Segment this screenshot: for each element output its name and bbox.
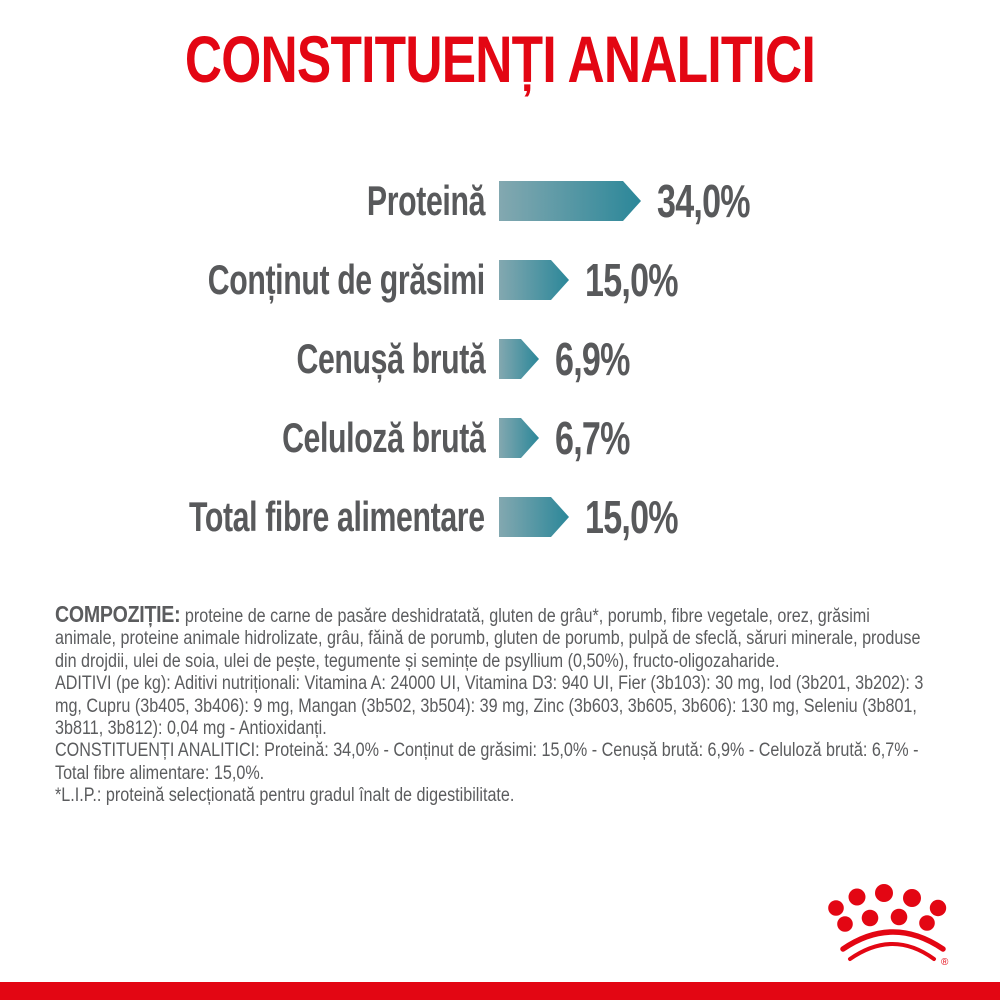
lip-note: *L.I.P.: proteină selecționată pentru gr… xyxy=(55,785,515,807)
royal-canin-crown-logo: ® xyxy=(828,884,949,968)
chart-value-text: 6,7% xyxy=(555,411,630,464)
chart-row: Conținut de grăsimi 15,0% xyxy=(0,240,1000,319)
bar-arrow xyxy=(499,180,641,221)
chart-category-label-text: Cenușă brută xyxy=(296,334,485,382)
bar-arrow xyxy=(499,259,569,300)
composition-text: proteine de carne de pasăre deshidratată… xyxy=(55,606,921,672)
chart-category-label: Proteină xyxy=(0,177,485,225)
chart-value: 6,7% xyxy=(555,411,656,465)
page-title: CONSTITUENȚI ANALITICI xyxy=(0,24,1000,94)
chart-category-label-text: Total fibre alimentare xyxy=(189,492,485,540)
analytical-constituents-chart: Proteină 34,0% Conținut de grăsimi 15,0% Cen… xyxy=(0,161,1000,556)
crown-dots xyxy=(828,884,947,932)
crown-arcs xyxy=(840,929,946,961)
registered-trademark-icon: ® xyxy=(941,957,949,968)
composition-label: COMPOZIȚIE: xyxy=(55,601,181,627)
additives-paragraph: ADITIVI (pe kg): Aditivi nutriționali: V… xyxy=(55,673,924,740)
page-title-text: CONSTITUENȚI ANALITICI xyxy=(184,22,816,96)
chart-value: 6,9% xyxy=(555,332,656,386)
chart-value-text: 15,0% xyxy=(585,253,679,306)
chart-category-label: Conținut de grăsimi xyxy=(0,256,485,304)
analytical-summary-paragraph: CONSTITUENȚI ANALITICI: Proteină: 34,0% … xyxy=(55,740,919,784)
chart-value-text: 6,9% xyxy=(555,332,630,385)
chart-category-label: Total fibre alimentare xyxy=(0,493,485,541)
chart-category-label-text: Celuloză brută xyxy=(281,413,486,461)
chart-row: Proteină 34,0% xyxy=(0,161,1000,240)
chart-row: Cenușă brută 6,9% xyxy=(0,319,1000,398)
chart-value: 15,0% xyxy=(585,490,710,544)
chart-value-text: 15,0% xyxy=(585,490,679,543)
bar-arrow xyxy=(499,496,569,537)
chart-category-label-text: Proteină xyxy=(366,176,485,224)
chart-value-text: 34,0% xyxy=(657,174,751,227)
chart-value: 34,0% xyxy=(657,174,782,228)
chart-row: Celuloză brută 6,7% xyxy=(0,398,1000,477)
chart-value: 15,0% xyxy=(585,253,710,307)
bar-arrow xyxy=(499,417,539,458)
chart-row: Total fibre alimentare 15,0% xyxy=(0,477,1000,556)
footer-red-bar xyxy=(0,982,1000,1000)
ingredient-text-block: COMPOZIȚIE: proteine de carne de pasăre … xyxy=(55,603,931,808)
chart-category-label: Celuloză brută xyxy=(0,413,486,462)
composition-paragraph: COMPOZIȚIE: proteine de carne de pasăre … xyxy=(55,603,931,673)
bar-arrow xyxy=(499,338,539,379)
chart-category-label-text: Conținut de grăsimi xyxy=(207,255,485,303)
chart-category-label: Cenușă brută xyxy=(0,335,485,383)
